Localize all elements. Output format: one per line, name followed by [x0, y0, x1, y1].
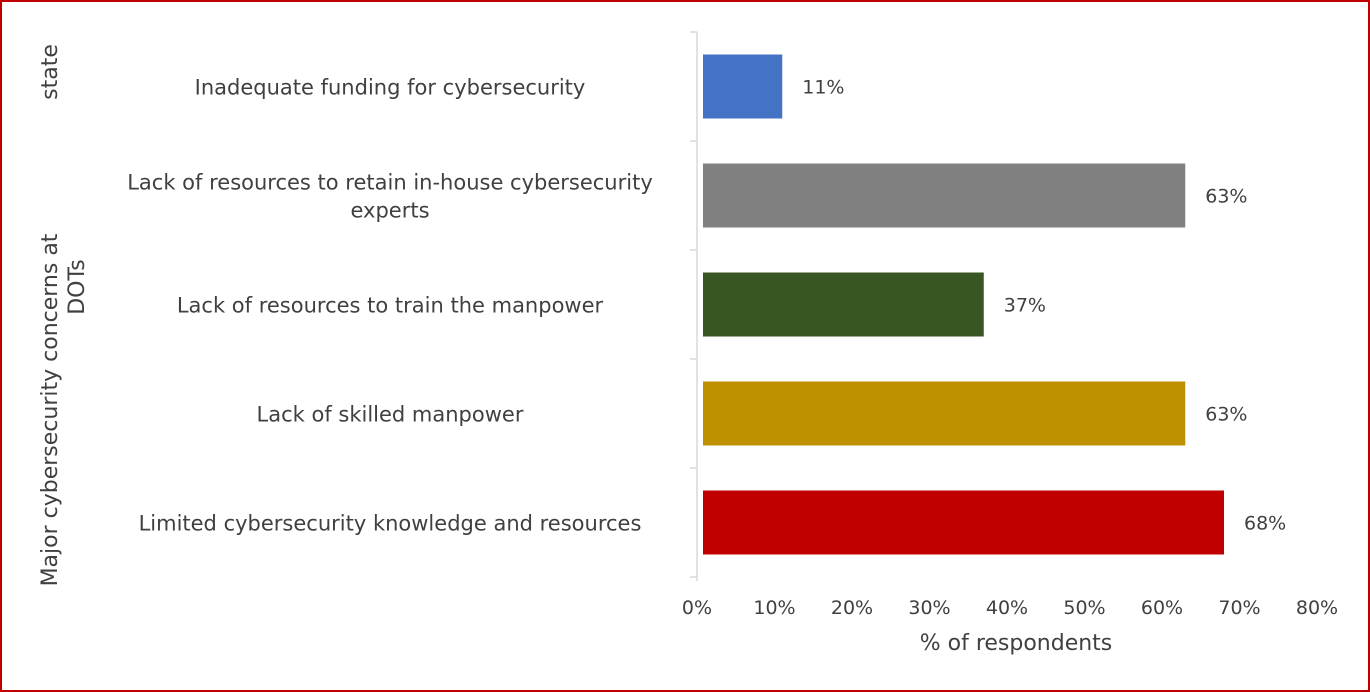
data-label: 68% [1244, 513, 1286, 535]
x-tick-label: 30% [908, 597, 950, 619]
value-labels: 11% 63% 37% 63% 68% [802, 77, 1286, 535]
bar [703, 163, 1186, 228]
category-labels: Inadequate funding for cybersecurity Lack… [127, 76, 653, 536]
category-label: experts [350, 199, 429, 223]
bar [703, 490, 1224, 555]
category-label: Limited cybersecurity knowledge and reso… [139, 512, 642, 536]
category-axis [690, 31, 698, 581]
category-label: Lack of resources to retain in-house cyb… [127, 171, 653, 195]
y-axis-title: Major cybersecurity concerns at state DOTs [38, 44, 90, 586]
data-label: 11% [802, 77, 844, 99]
category-label: Lack of resources to train the manpower [177, 294, 604, 318]
x-tick-label: 70% [1218, 597, 1260, 619]
x-tick-label: 80% [1296, 597, 1338, 619]
x-tick-label: 10% [753, 597, 795, 619]
x-tick-labels: 0% 10% 20% 30% 40% 50% 60% 70% 80% [682, 597, 1338, 619]
x-tick-label: 40% [986, 597, 1028, 619]
bars [703, 54, 1224, 555]
data-label: 37% [1004, 295, 1046, 317]
y-axis-title-part: Major cybersecurity concerns at [38, 233, 63, 586]
x-tick-label: 60% [1141, 597, 1183, 619]
x-tick-label: 50% [1063, 597, 1105, 619]
category-label: Lack of skilled manpower [257, 403, 524, 427]
x-tick-label: 0% [682, 597, 712, 619]
bar [703, 381, 1186, 446]
data-label: 63% [1205, 404, 1247, 426]
data-label: 63% [1205, 186, 1247, 208]
x-axis-title: % of respondents [920, 631, 1113, 656]
bar [703, 54, 783, 119]
y-axis-title-part: DOTs [65, 259, 90, 315]
category-label: Inadequate funding for cybersecurity [195, 76, 586, 100]
x-tick-label: 20% [831, 597, 873, 619]
bar [703, 272, 984, 337]
y-axis-title-part: state [38, 44, 63, 100]
